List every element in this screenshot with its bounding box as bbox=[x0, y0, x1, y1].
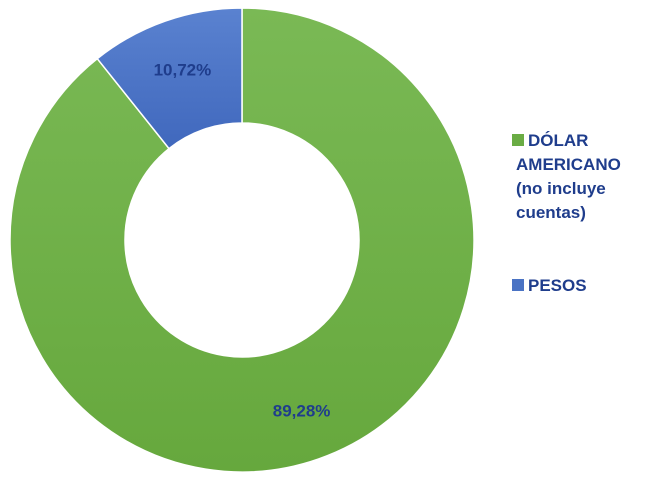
legend-swatch-pesos bbox=[512, 279, 524, 291]
legend-entry-pesos: PESOS bbox=[512, 276, 587, 295]
data-label-dolar-americano: 89,28% bbox=[273, 401, 331, 420]
slices-layer bbox=[9, 7, 475, 473]
slice-pesos bbox=[96, 7, 243, 150]
legend: DÓLAR AMERICANO (no incluye cuentas) PESOS bbox=[512, 131, 621, 295]
legend-label-dolar-americano: DÓLAR AMERICANO (no incluye cuentas) bbox=[516, 131, 621, 222]
data-labels-layer: 89,28% 10,72% bbox=[154, 61, 331, 421]
legend-label-pesos: PESOS bbox=[528, 276, 587, 295]
legend-entry-dolar-americano: DÓLAR AMERICANO (no incluye cuentas) bbox=[512, 131, 621, 222]
slice-dolar-americano bbox=[9, 7, 475, 473]
data-label-pesos: 10,72% bbox=[154, 61, 212, 80]
legend-swatch-dolar-americano bbox=[512, 134, 524, 146]
